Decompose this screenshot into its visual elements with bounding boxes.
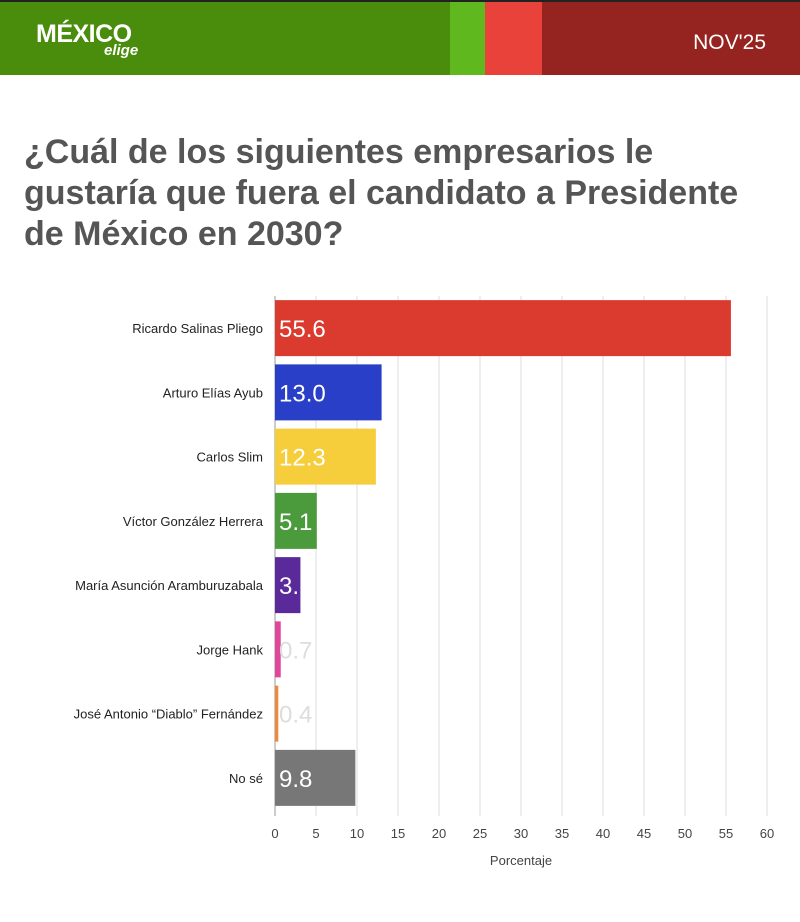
- banner-light-green: [450, 2, 485, 75]
- category-label: Víctor González Herrera: [123, 514, 264, 529]
- data-label: 13.0: [279, 380, 326, 407]
- x-tick-label: 60: [760, 826, 774, 841]
- banner-green: [0, 2, 450, 75]
- x-tick-label: 50: [678, 826, 692, 841]
- x-tick-label: 15: [391, 826, 405, 841]
- data-label: 0.4: [279, 702, 312, 729]
- bar: [275, 557, 301, 614]
- logo: MÉXICO: [36, 20, 132, 48]
- x-tick-label: 45: [637, 826, 651, 841]
- bar: [275, 621, 281, 678]
- x-tick-label: 5: [312, 826, 319, 841]
- category-label: Carlos Slim: [197, 450, 263, 465]
- data-label: 3.1: [279, 573, 312, 600]
- category-label: Jorge Hank: [197, 642, 264, 657]
- bar: [275, 492, 317, 549]
- date-label: NOV'25: [693, 31, 766, 54]
- bar: [275, 428, 376, 485]
- chart-title: ¿Cuál de los siguientes empresarios le g…: [24, 133, 739, 253]
- category-label: No sé: [229, 771, 263, 786]
- category-label: María Asunción Aramburuzabala: [75, 578, 264, 593]
- data-label: 0.7: [279, 637, 312, 664]
- bar: [275, 685, 279, 742]
- category-label: Ricardo Salinas Pliego: [132, 321, 263, 336]
- banner-dark-red: [542, 2, 800, 75]
- x-axis-label: Porcentaje: [490, 853, 552, 868]
- bar: [275, 749, 356, 806]
- category-label: Arturo Elías Ayub: [163, 385, 263, 400]
- x-tick-label: 20: [432, 826, 446, 841]
- x-tick-label: 35: [555, 826, 569, 841]
- header-banner: MÉXICO elige NOV'25: [0, 0, 800, 75]
- banner-red: [485, 2, 542, 75]
- logo-sub: elige: [104, 42, 139, 59]
- x-tick-label: 55: [719, 826, 733, 841]
- x-tick-label: 10: [350, 826, 364, 841]
- data-label: 9.8: [279, 766, 312, 793]
- x-tick-label: 25: [473, 826, 487, 841]
- data-label: 12.3: [279, 445, 326, 472]
- data-label: 55.6: [279, 316, 326, 343]
- x-tick-label: 0: [271, 826, 278, 841]
- x-tick-label: 30: [514, 826, 528, 841]
- bar: [275, 300, 731, 357]
- category-label: José Antonio “Diablo” Fernández: [74, 707, 263, 722]
- bar: [275, 364, 382, 421]
- x-tick-label: 40: [596, 826, 610, 841]
- data-label: 5.1: [279, 509, 312, 536]
